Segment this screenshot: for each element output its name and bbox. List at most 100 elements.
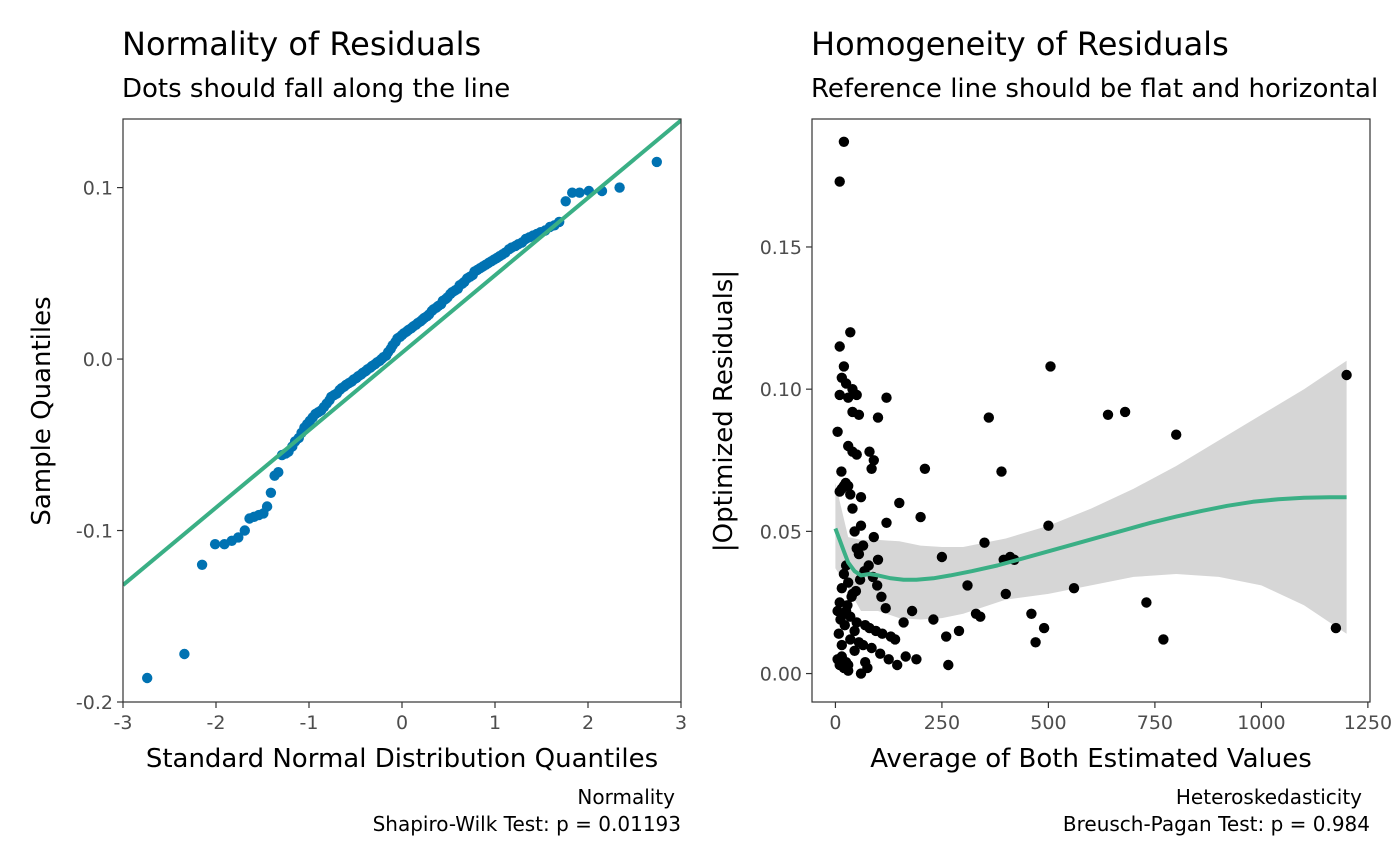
normality-point	[273, 467, 284, 478]
normality-point	[574, 187, 585, 198]
homogeneity-point	[849, 625, 860, 637]
homogeneity-y-axis: 0.00 0.05 0.10 0.15	[760, 237, 812, 686]
homogeneity-point	[843, 659, 854, 671]
homogeneity-panel: Homogeneity of Residuals Reference line …	[709, 25, 1392, 836]
homogeneity-caption-line-2: Breusch-Pagan Test: p = 0.984	[1063, 812, 1370, 836]
homogeneity-point	[872, 580, 883, 591]
homogeneity-point	[880, 603, 891, 614]
homogeneity-point	[936, 551, 948, 563]
homogeneity-point	[847, 503, 858, 514]
normality-x-tick-label: -1	[300, 712, 319, 734]
normality-x-axis: -3 -2 -1 0 1 2 3	[114, 702, 687, 734]
smooth-line	[833, 495, 1347, 582]
normality-subtitle: Dots should fall along the line	[122, 74, 510, 104]
homogeneity-point	[843, 392, 854, 403]
normality-y-axis-title: Sample Quantiles	[27, 296, 57, 525]
homogeneity-point	[866, 642, 877, 654]
homogeneity-point	[894, 497, 905, 509]
homogeneity-y-tick-label: 0.10	[760, 379, 802, 401]
homogeneity-title: Homogeneity of Residuals	[811, 25, 1229, 63]
homogeneity-point	[953, 625, 965, 637]
homogeneity-point	[911, 654, 922, 665]
homogeneity-point	[862, 662, 873, 674]
homogeneity-point	[881, 517, 892, 528]
homogeneity-point	[1330, 622, 1342, 634]
homogeneity-point	[851, 389, 862, 401]
homogeneity-point	[1171, 429, 1182, 440]
normality-x-tick-label: -2	[207, 712, 226, 734]
homogeneity-point	[943, 659, 954, 671]
homogeneity-point	[900, 651, 911, 662]
homogeneity-point	[864, 446, 875, 457]
homogeneity-point	[836, 639, 847, 651]
homogeneity-x-tick-label: 1000	[1237, 712, 1285, 734]
homogeneity-point	[1341, 369, 1352, 381]
homogeneity-point	[834, 389, 845, 401]
normality-x-tick-label: 3	[675, 712, 687, 734]
homogeneity-point	[850, 585, 862, 597]
homogeneity-point	[838, 568, 850, 580]
homogeneity-point	[838, 361, 850, 372]
homogeneity-point	[851, 617, 862, 628]
confidence-band	[835, 360, 1347, 634]
homogeneity-y-tick-label: 0.05	[760, 521, 802, 543]
normality-y-tick-label: -0.2	[76, 692, 113, 714]
homogeneity-point	[919, 463, 931, 474]
homogeneity-point	[1000, 588, 1011, 600]
homogeneity-point	[851, 449, 862, 460]
homogeneity-y-tick-label: 0.00	[760, 664, 802, 686]
homogeneity-point	[1068, 583, 1080, 594]
homogeneity-point	[889, 634, 901, 645]
homogeneity-point	[845, 327, 856, 338]
homogeneity-point	[1038, 622, 1050, 634]
normality-x-tick-label: -3	[114, 712, 133, 734]
homogeneity-point	[983, 412, 994, 423]
normality-point	[614, 182, 625, 193]
homogeneity-point	[898, 617, 909, 628]
homogeneity-point	[1141, 597, 1152, 608]
normality-point	[239, 525, 250, 536]
homogeneity-point	[962, 580, 973, 591]
normality-point	[261, 501, 273, 512]
homogeneity-plot-frame	[811, 118, 1371, 703]
normality-x-tick-label: 0	[396, 712, 408, 734]
normality-point	[560, 196, 571, 207]
normality-point	[233, 532, 244, 543]
reference-line	[123, 119, 681, 587]
homogeneity-y-axis-title: |Optimized Residuals|	[709, 270, 739, 552]
normality-point	[265, 487, 277, 498]
homogeneity-point	[970, 608, 982, 619]
homogeneity-point	[836, 466, 847, 477]
homogeneity-marks	[832, 136, 1352, 679]
homogeneity-point	[855, 520, 867, 531]
homogeneity-point	[1043, 520, 1054, 531]
homogeneity-point	[941, 631, 952, 642]
homogeneity-point	[849, 645, 860, 656]
homogeneity-point	[842, 600, 853, 611]
homogeneity-point	[843, 577, 854, 588]
homogeneity-point	[1045, 361, 1056, 372]
homogeneity-x-tick-label: 750	[1137, 712, 1173, 734]
homogeneity-point	[855, 492, 867, 503]
homogeneity-point	[868, 531, 879, 543]
homogeneity-caption-line-1: Heteroskedasticity	[1176, 785, 1362, 809]
homogeneity-point	[847, 406, 858, 418]
homogeneity-point	[892, 659, 903, 671]
homogeneity-x-axis-title: Average of Both Estimated Values	[870, 744, 1312, 774]
normality-panel: Normality of Residuals Dots should fall …	[27, 25, 687, 836]
homogeneity-x-axis: 0 250 500 750 1000 1250	[829, 702, 1392, 734]
homogeneity-point	[840, 477, 851, 489]
normality-point	[196, 559, 208, 570]
normality-plot-frame	[122, 118, 682, 703]
homogeneity-x-tick-label: 1250	[1344, 712, 1392, 734]
normality-x-tick-label: 2	[582, 712, 594, 734]
homogeneity-point	[863, 560, 874, 571]
normality-y-tick-label: 0.0	[83, 349, 113, 371]
homogeneity-point	[875, 648, 886, 659]
homogeneity-point	[837, 608, 849, 619]
homogeneity-point	[876, 591, 887, 602]
homogeneity-point	[833, 628, 844, 639]
homogeneity-point	[872, 554, 884, 565]
normality-point	[567, 187, 578, 198]
